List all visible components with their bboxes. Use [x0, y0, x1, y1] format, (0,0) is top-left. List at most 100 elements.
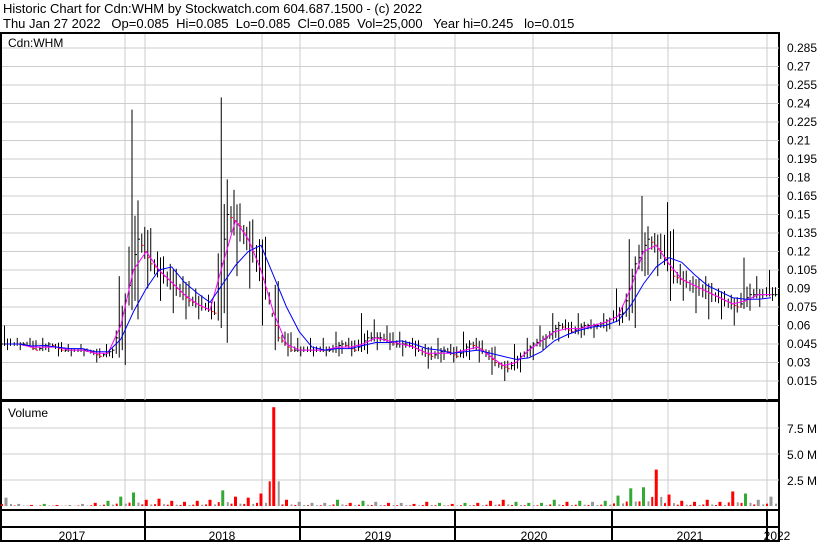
volume-bar — [192, 504, 195, 506]
quote-summary: Thu Jan 27 2022 Op=0.085 Hi=0.085 Lo=0.0… — [3, 16, 575, 31]
volume-bar — [307, 505, 309, 506]
price-tick-label: 0.165 — [787, 189, 817, 203]
volume-bar — [514, 501, 518, 506]
volume-bar — [243, 503, 246, 506]
volume-bar — [642, 487, 645, 506]
volume-bar — [536, 505, 539, 506]
volume-bar — [30, 504, 33, 506]
volume-panel — [0, 400, 780, 511]
volume-bar — [489, 500, 492, 506]
volume-bar — [256, 502, 258, 506]
volume-bar — [328, 505, 331, 506]
volume-bar — [226, 502, 229, 506]
volume-bar — [387, 502, 390, 506]
chart-title: Historic Chart for Cdn:WHM by Stockwatch… — [3, 1, 423, 16]
price-tick-label: 0.105 — [787, 263, 817, 277]
volume-bar — [281, 504, 284, 506]
volume-bar — [540, 502, 543, 506]
x-tick-label: 2017 — [59, 529, 86, 543]
volume-bar — [17, 503, 21, 506]
volume-bar — [252, 503, 255, 506]
volume-bar — [383, 505, 386, 506]
x-tick-label: 2021 — [677, 529, 704, 543]
x-tick-label: 2022 — [764, 529, 791, 543]
volume-bar — [239, 503, 242, 506]
volume-bar — [358, 504, 360, 506]
volume-bar — [154, 504, 156, 506]
volume-bar — [418, 505, 420, 506]
volume-bar — [693, 501, 696, 506]
volume-bar — [685, 504, 688, 506]
volume-bar — [583, 504, 586, 506]
price-tick-label: 0.15 — [787, 208, 811, 222]
volume-bar — [667, 494, 671, 506]
volume-bar — [600, 504, 603, 506]
volume-bar — [396, 505, 399, 506]
volume-bar — [144, 499, 148, 506]
volume-bar — [399, 502, 403, 506]
volume-bar — [259, 493, 263, 506]
volume-bar — [698, 504, 701, 506]
volume-bar — [753, 504, 756, 506]
volume-bar — [715, 504, 717, 506]
volume-bar — [680, 500, 684, 506]
volume-bar — [163, 504, 165, 506]
volume-bar — [221, 490, 225, 506]
price-tick-label: 0.24 — [787, 97, 811, 111]
volume-bar — [297, 501, 301, 506]
volume-bar — [370, 504, 373, 506]
volume-bar — [141, 504, 144, 506]
volume-bar — [744, 493, 747, 506]
volume-bar — [285, 499, 288, 506]
volume-bar — [103, 504, 105, 506]
volume-bar — [290, 504, 293, 506]
volume-bar — [463, 502, 467, 506]
volume-bar — [39, 505, 42, 506]
price-tick-label: 0.27 — [787, 60, 811, 74]
price-tick-label: 0.255 — [787, 78, 817, 92]
symbol-label: Cdn:WHM — [8, 36, 63, 50]
volume-bar — [234, 496, 237, 506]
volume-bar — [195, 500, 199, 506]
moving-average-long — [6, 244, 772, 360]
volume-bar — [638, 501, 641, 506]
volume-bar — [705, 499, 709, 506]
volume-bar — [42, 503, 46, 506]
volume-bar — [124, 503, 127, 506]
volume-bar — [319, 505, 322, 506]
volume-bar — [188, 504, 191, 506]
volume-bar — [689, 504, 692, 506]
volume-bar — [676, 504, 679, 506]
volume-bar — [625, 501, 628, 506]
volume-bar — [303, 504, 306, 506]
volume-bar — [727, 502, 730, 506]
volume-bar — [664, 503, 666, 506]
volume-bar — [361, 500, 365, 506]
volume-bar — [549, 504, 552, 506]
volume-bar — [277, 481, 280, 506]
volume-bar — [603, 500, 607, 506]
volume-bar — [170, 500, 174, 506]
volume-bar — [157, 498, 161, 506]
x-tick-label: 2020 — [521, 529, 548, 543]
volume-bar — [201, 504, 204, 506]
volume-bar — [565, 501, 569, 506]
volume-bar — [476, 502, 480, 506]
price-tick-label: 0.225 — [787, 115, 817, 129]
volume-bar — [622, 503, 624, 506]
volume-bar — [345, 505, 348, 506]
volume-bar — [450, 503, 454, 506]
volume-bar — [128, 502, 131, 506]
volume-bar — [425, 501, 429, 506]
volume-bar — [348, 502, 352, 506]
volume-bar — [183, 501, 186, 506]
volume-bar — [762, 504, 765, 506]
volume-bar — [13, 505, 16, 506]
volume-bar — [769, 496, 773, 506]
volume-bar — [634, 501, 637, 506]
volume-bar — [294, 504, 297, 506]
volume-bar — [562, 504, 564, 506]
volume-bar — [571, 504, 573, 506]
volume-bar — [472, 505, 475, 506]
